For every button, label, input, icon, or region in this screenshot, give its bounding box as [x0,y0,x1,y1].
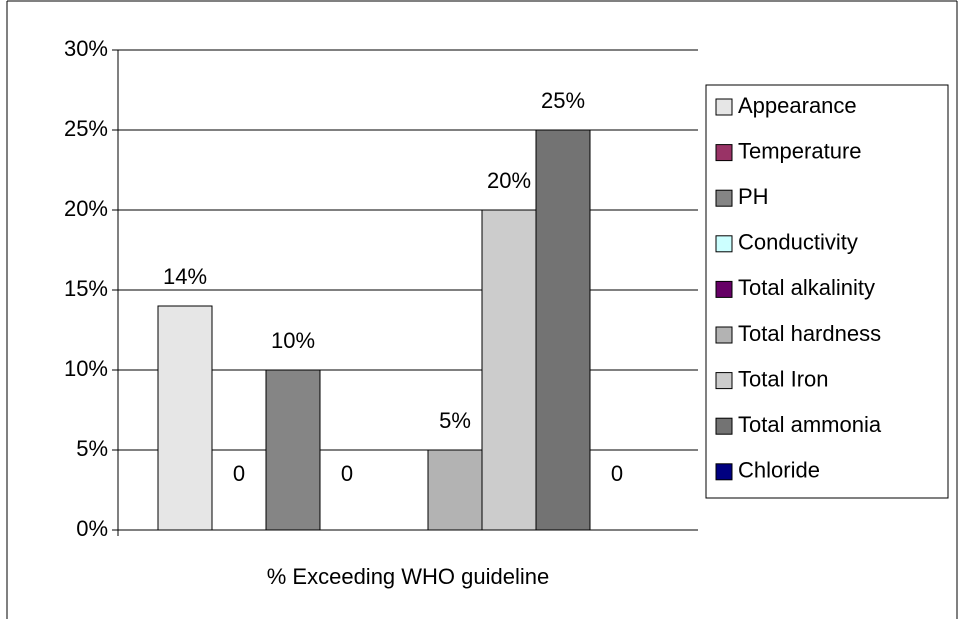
bar [265,369,321,531]
legend-label: Total alkalinity [738,275,875,300]
legend-swatch [715,417,733,435]
bar [535,129,591,531]
y-tick-label: 20% [64,196,108,221]
legend-box [705,84,949,499]
legend-swatch [715,235,733,253]
legend-label: Total hardness [738,321,881,346]
legend-label: Chloride [738,458,820,483]
y-tick-label: 5% [76,436,108,461]
value-label: 0 [611,461,623,486]
value-label: 0 [233,461,245,486]
value-label: 10% [271,328,315,353]
value-label: 14% [163,264,207,289]
legend-swatch [715,189,733,207]
legend-swatch [715,280,733,298]
legend-swatch [715,326,733,344]
legend-swatch [715,372,733,390]
legend-label: PH [738,184,769,209]
legend-label: Total ammonia [738,412,882,437]
legend-label: Temperature [738,138,862,163]
legend-swatch [715,98,733,116]
legend-label: Total Iron [738,366,829,391]
y-tick-label: 25% [64,116,108,141]
value-label: 0 [341,461,353,486]
legend-swatch [715,463,733,481]
y-tick-label: 30% [64,36,108,61]
legend-swatch [715,144,733,162]
value-label: 20% [487,168,531,193]
y-tick-label: 15% [64,276,108,301]
bar [157,305,213,531]
y-tick-label: 0% [76,516,108,541]
bar [481,209,537,531]
legend-label: Conductivity [738,230,858,255]
y-tick-label: 10% [64,356,108,381]
x-tick-label: % Exceeding WHO guideline [267,564,549,589]
legend-label: Appearance [738,93,857,118]
bar [427,449,483,531]
value-label: 5% [439,408,471,433]
value-label: 25% [541,88,585,113]
